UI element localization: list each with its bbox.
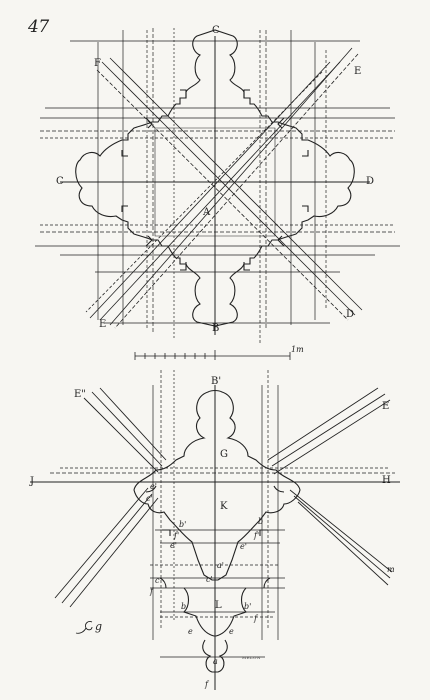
plan-label-upper-left: F [94, 58, 101, 69]
small-label-c-core: c' [146, 494, 153, 503]
small-label-f-low-right: f [254, 614, 257, 623]
scale-bar-end-label: 1m [291, 345, 304, 354]
elevation-label-f: f [205, 680, 208, 689]
elevation-label-m: m [387, 565, 395, 574]
elevation-label-c-prime: c' [206, 575, 213, 584]
elevation-label-g: G [220, 449, 228, 460]
small-label-b-right: b [258, 517, 264, 526]
elevation-label-right-axis: H [382, 475, 391, 486]
small-label-b-lower-right: b' [244, 602, 252, 611]
engraver-signature: MELON [242, 655, 261, 660]
elevation-label-upper-left: E" [74, 389, 86, 400]
plan-label-upper-right: E [354, 66, 362, 77]
elevation-core [134, 391, 300, 673]
figure-number: 47 [28, 17, 49, 37]
elevation-label-left-axis: J [30, 476, 35, 487]
plan-label-bottom: B [212, 323, 220, 334]
small-label-f-right: f' [254, 531, 260, 540]
elevation-label-a-prime: a' [217, 561, 224, 570]
ornament-hook [76, 621, 92, 633]
plan-label-top: C [212, 25, 220, 36]
elevation-label-top: B' [211, 376, 222, 387]
small-label-f-low-left: f [150, 587, 153, 596]
elevation-label-l: L [215, 600, 222, 611]
elevation-label-upper-right: E [382, 401, 390, 412]
plan-diagonals [86, 48, 362, 328]
small-label-b-left: b' [179, 520, 187, 529]
small-label-e-lower-right: e [229, 627, 234, 636]
plan-label-lower-left: E [99, 319, 107, 330]
elevation-label-g-small: g [95, 620, 103, 633]
plan-label-right: D [366, 176, 375, 187]
small-label-e-left: e' [170, 541, 177, 550]
small-label-e-lower-left: e [188, 627, 193, 636]
plan-label-lower-right: D [346, 309, 355, 320]
elevation-grid [30, 370, 400, 690]
plan-core [76, 30, 355, 326]
plan-grid [35, 28, 400, 345]
elevation-label-k: K [220, 501, 228, 512]
small-label-f-left: f' [174, 531, 180, 540]
plan-label-left: C [56, 176, 64, 187]
scale-bar-graphic [135, 350, 290, 360]
small-label-e-core: e' [150, 482, 157, 491]
small-label-e-right: e' [240, 542, 247, 551]
small-label-c-left: c [155, 576, 160, 585]
elevation-ribs [55, 388, 392, 607]
small-label-b-lower-left: b [181, 602, 187, 611]
plan-label-center: A [203, 207, 211, 218]
elevation-label-a: a [213, 657, 218, 666]
